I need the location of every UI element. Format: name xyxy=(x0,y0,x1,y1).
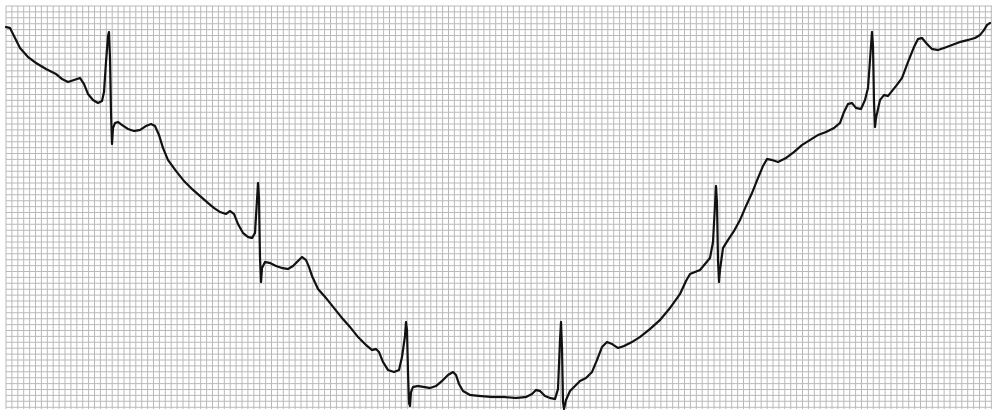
ecg-trace-layer xyxy=(4,21,992,411)
ecg-trace-line xyxy=(4,21,992,411)
grid-lines xyxy=(5,5,992,409)
